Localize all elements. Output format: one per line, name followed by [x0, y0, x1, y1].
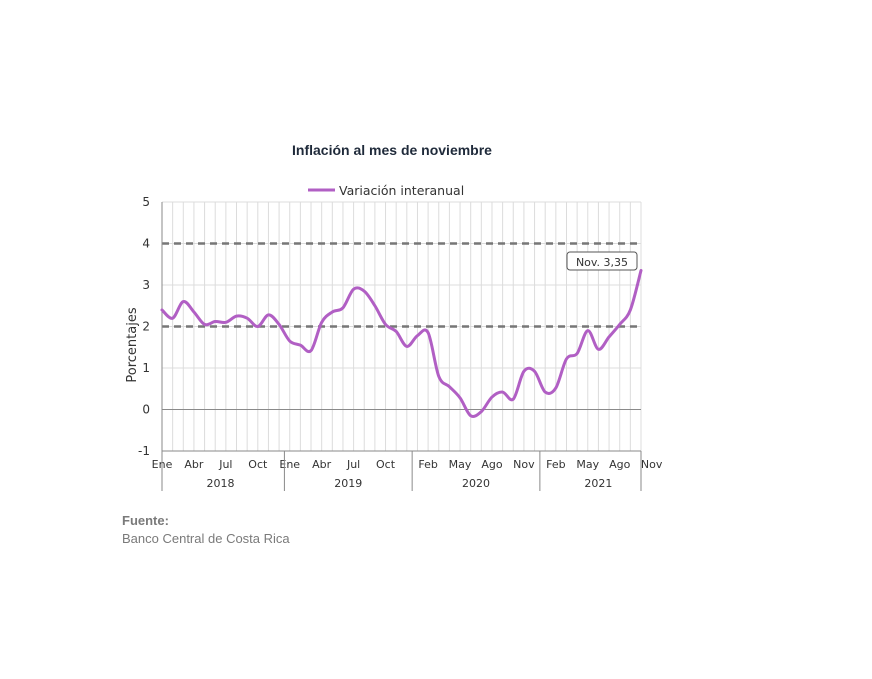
annotation-box: [566, 251, 638, 271]
x-tick-label: Abr: [184, 458, 204, 471]
source-label: Fuente:: [122, 513, 169, 528]
y-tick-label: 4: [142, 237, 150, 251]
x-tick-label: Nov: [513, 458, 535, 471]
series-layer: [160, 268, 643, 418]
y-tick-label: 3: [142, 278, 150, 292]
x-tick-label: Nov: [641, 458, 663, 471]
x-tick-label: May: [449, 458, 472, 471]
annotation: Nov. 3,35: [566, 251, 638, 271]
x-tick-label: Abr: [312, 458, 332, 471]
x-tick-label: Ene: [279, 458, 300, 471]
y-axis-label: Porcentajes: [125, 307, 140, 382]
x-tick-label: Oct: [376, 458, 396, 471]
y-tick-label: 2: [142, 320, 150, 334]
grid: [161, 201, 642, 452]
x-tick-label: Jul: [346, 458, 360, 471]
year-label: 2019: [334, 477, 362, 490]
x-tick-label: Jul: [218, 458, 232, 471]
y-tick-label: 5: [142, 195, 150, 209]
legend: Variación interanual: [308, 183, 464, 198]
x-tick-label: Ago: [609, 458, 631, 471]
reference-lines: [162, 242, 641, 328]
y-tick-label: 0: [142, 403, 150, 417]
legend-entry: Variación interanual: [339, 183, 464, 198]
series-line-variacion-interanual: [160, 268, 643, 418]
x-tick-label: Ago: [481, 458, 503, 471]
y-tick-label: 1: [142, 361, 150, 375]
x-tick-label: Oct: [248, 458, 268, 471]
year-label: 2020: [462, 477, 490, 490]
year-label: 2018: [207, 477, 235, 490]
x-tick-label: Feb: [418, 458, 437, 471]
source-text: Banco Central de Costa Rica: [122, 531, 290, 546]
chart-title: Inflación al mes de noviembre: [292, 142, 492, 158]
x-tick-label: May: [576, 458, 599, 471]
annotation-label: Nov. 3,35: [576, 256, 628, 269]
year-label: 2021: [584, 477, 612, 490]
y-tick-label: -1: [138, 444, 150, 458]
x-tick-label: Feb: [546, 458, 565, 471]
